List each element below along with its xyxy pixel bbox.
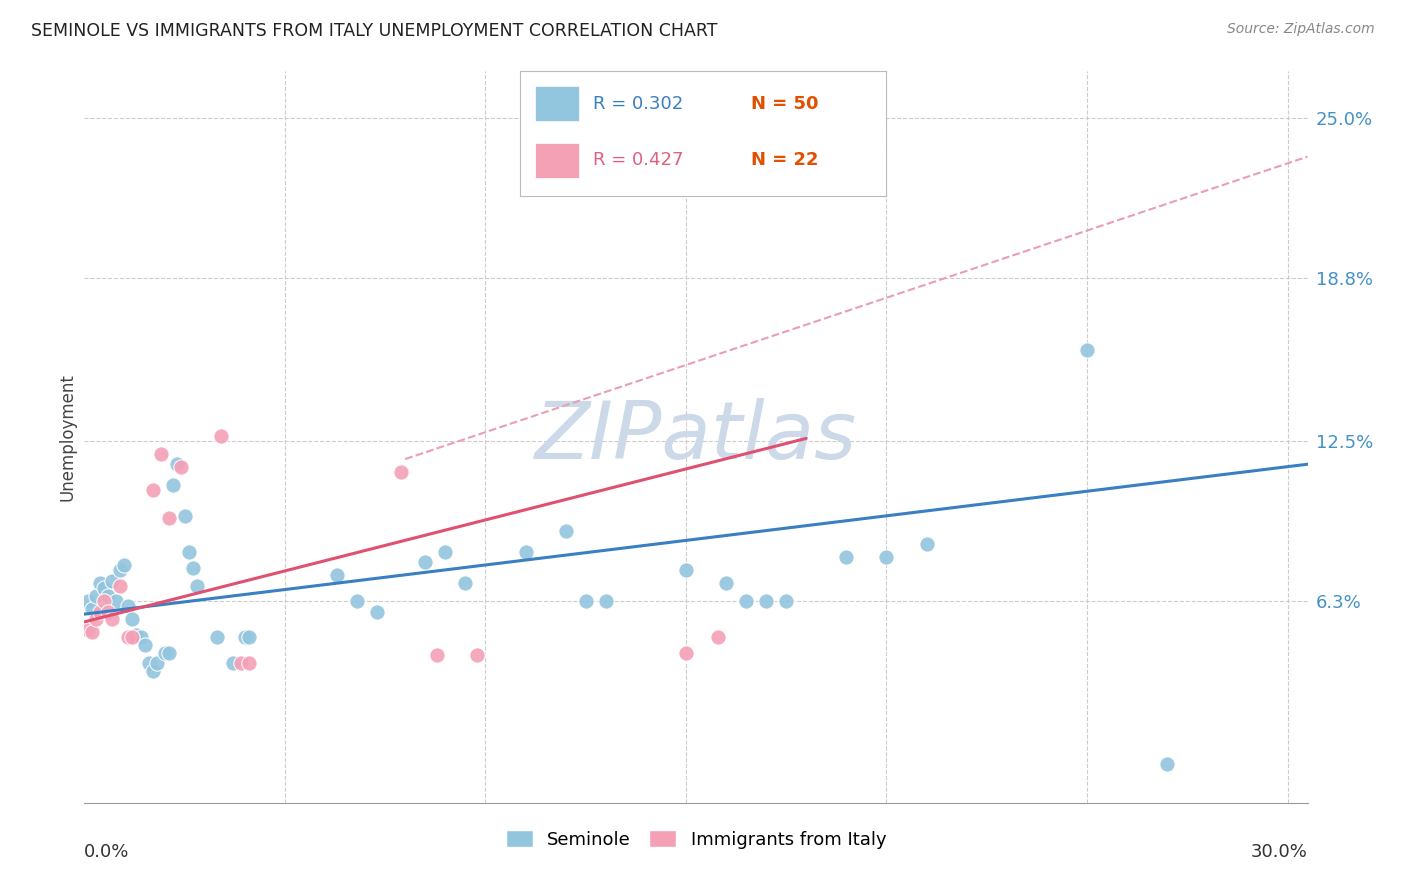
Text: N = 50: N = 50 xyxy=(751,95,818,112)
Text: R = 0.302: R = 0.302 xyxy=(593,95,683,112)
Legend: Seminole, Immigrants from Italy: Seminole, Immigrants from Italy xyxy=(499,823,893,856)
Bar xyxy=(534,143,579,178)
Bar xyxy=(534,87,579,121)
Text: 30.0%: 30.0% xyxy=(1251,843,1308,861)
Text: R = 0.427: R = 0.427 xyxy=(593,151,683,169)
Text: 0.0%: 0.0% xyxy=(84,843,129,861)
Text: ZIPatlas: ZIPatlas xyxy=(534,398,858,476)
Text: Source: ZipAtlas.com: Source: ZipAtlas.com xyxy=(1227,22,1375,37)
Y-axis label: Unemployment: Unemployment xyxy=(58,373,76,501)
Text: N = 22: N = 22 xyxy=(751,151,818,169)
Text: SEMINOLE VS IMMIGRANTS FROM ITALY UNEMPLOYMENT CORRELATION CHART: SEMINOLE VS IMMIGRANTS FROM ITALY UNEMPL… xyxy=(31,22,717,40)
